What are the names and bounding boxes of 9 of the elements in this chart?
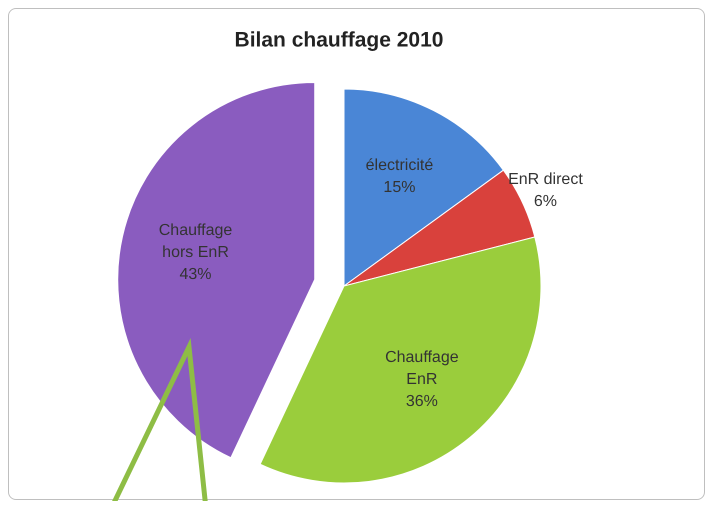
slice-label: EnR direct: [508, 171, 584, 188]
data-label: 15%: [383, 179, 416, 196]
data-label: 6%: [534, 193, 557, 210]
data-label: 36%: [406, 393, 438, 410]
slice-label: Chauffage EnR: [385, 349, 459, 388]
data-label: 43%: [180, 266, 212, 284]
chart-title: Bilan chauffage 2010: [234, 28, 444, 52]
slice-label: Chauffage hors EnR: [158, 222, 232, 262]
slice-label: électricité: [366, 157, 434, 174]
